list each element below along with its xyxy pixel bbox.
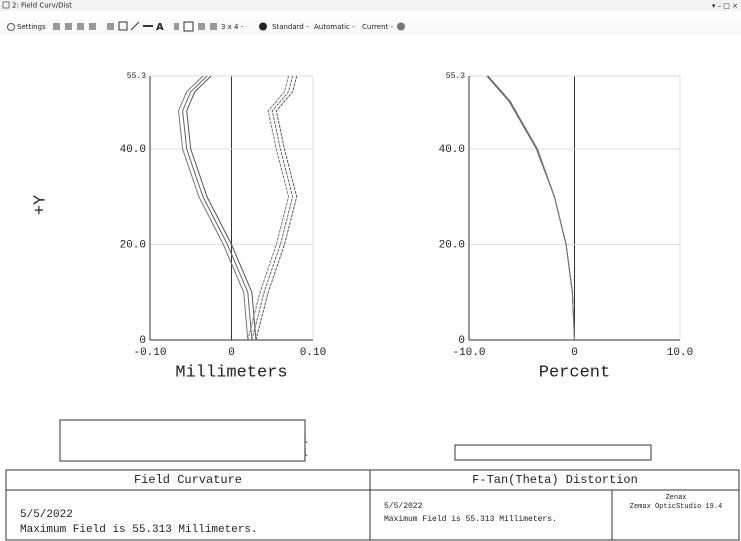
- x-tick-label: 10.0: [667, 347, 693, 359]
- x-tick-label: -0.10: [133, 347, 166, 359]
- title-bar: [0, 0, 741, 11]
- window-controls[interactable]: ▾ – □ ×: [712, 2, 738, 10]
- tool-icon[interactable]: [210, 23, 217, 30]
- window-icon: [2, 1, 10, 9]
- help-icon[interactable]: [397, 22, 405, 31]
- footer: [5, 469, 740, 541]
- series-line: [186, 75, 257, 341]
- footer-title: F-Tan(Theta) Distortion: [472, 473, 638, 487]
- settings-button[interactable]: Settings: [17, 23, 46, 31]
- y-tick-label: 40.0: [120, 144, 146, 156]
- legend-left: [59, 419, 306, 462]
- x-tick-label: 0.10: [300, 347, 326, 359]
- tool-icon[interactable]: [183, 21, 194, 32]
- tool-icon[interactable]: [53, 23, 60, 30]
- tool-icon[interactable]: [259, 22, 267, 31]
- x-tick-label: -10.0: [452, 347, 485, 359]
- series-line: [182, 75, 253, 341]
- y-tick-label: 0: [458, 335, 465, 347]
- text-tool[interactable]: A: [156, 22, 164, 33]
- legend-right: [454, 444, 652, 461]
- current-menu[interactable]: Current -: [362, 23, 394, 31]
- footer-box: [5, 469, 740, 541]
- footer-date: 5/5/2022: [20, 509, 73, 521]
- footer-product: Zemax OpticStudio 19.4: [630, 503, 722, 511]
- series-line: [487, 75, 575, 341]
- layout-menu[interactable]: 3 x 4 -: [221, 23, 244, 31]
- x-tick-label: 0: [228, 347, 235, 359]
- y-tick-label: 55.3: [127, 72, 146, 81]
- series-line: [178, 75, 249, 341]
- toolbar-icons: A: [53, 21, 405, 33]
- settings-icon[interactable]: [7, 23, 15, 31]
- footer-title: Field Curvature: [134, 473, 242, 487]
- tool-icon[interactable]: [89, 23, 96, 30]
- tool-icon[interactable]: [65, 23, 72, 30]
- tool-icon[interactable]: [198, 23, 205, 30]
- tool-icon[interactable]: [107, 23, 114, 30]
- standard-menu[interactable]: Standard -: [272, 23, 309, 31]
- y-axis-label: +Y: [31, 195, 50, 215]
- y-tick-label: 20.0: [439, 239, 465, 251]
- footer-note: Maximum Field is 55.313 Millimeters.: [384, 515, 557, 524]
- x-axis-label: Percent: [539, 363, 610, 382]
- automatic-menu[interactable]: Automatic -: [314, 23, 355, 31]
- series-line: [255, 75, 298, 341]
- tool-icon[interactable]: [174, 23, 179, 30]
- line-tool[interactable]: [130, 21, 140, 31]
- series-line: [251, 75, 294, 341]
- y-tick-label: 55.3: [446, 72, 465, 81]
- tool-icon[interactable]: [77, 23, 84, 30]
- x-axis-label: Millimeters: [175, 363, 287, 382]
- series-line: [247, 75, 290, 341]
- footer-note: Maximum Field is 55.313 Millimeters.: [20, 524, 258, 536]
- window-title: 2: Field Curv/Dist: [12, 2, 72, 10]
- y-tick-label: 20.0: [120, 239, 146, 251]
- y-tick-label: 0: [139, 335, 146, 347]
- x-tick-label: 0: [571, 347, 578, 359]
- footer-date: 5/5/2022: [384, 502, 423, 511]
- rect-tool[interactable]: [118, 21, 128, 31]
- footer-company: Zenax: [665, 494, 686, 502]
- y-tick-label: 40.0: [439, 144, 465, 156]
